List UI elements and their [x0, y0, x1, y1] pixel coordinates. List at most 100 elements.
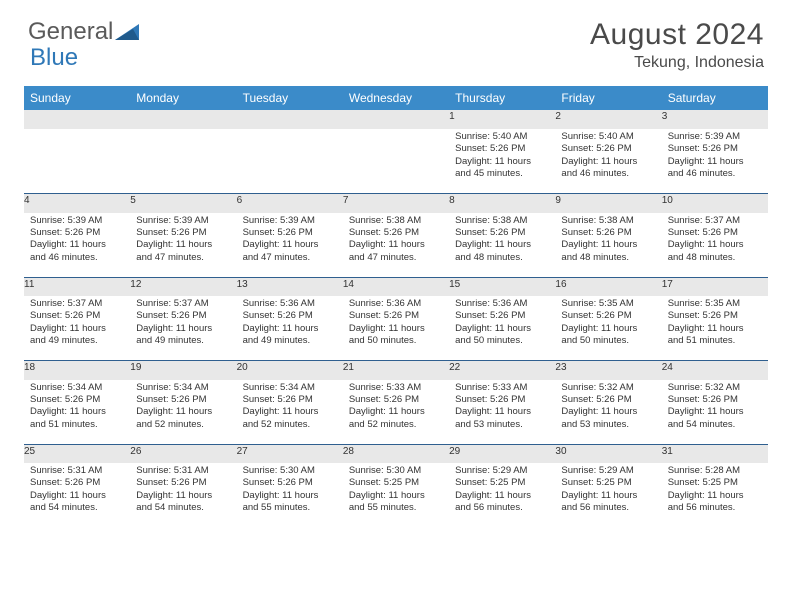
- day-info: Sunrise: 5:37 AMSunset: 5:26 PMDaylight:…: [24, 296, 130, 360]
- sunrise-text: Sunrise: 5:39 AM: [668, 131, 762, 143]
- logo-text-general: General: [28, 18, 113, 46]
- sunset-text: Sunset: 5:26 PM: [349, 310, 443, 322]
- weekday-header: Thursday: [449, 86, 555, 110]
- day-info: Sunrise: 5:34 AMSunset: 5:26 PMDaylight:…: [24, 380, 130, 444]
- sunset-text: Sunset: 5:25 PM: [668, 477, 762, 489]
- daylight-text: Daylight: 11 hours and 49 minutes.: [136, 323, 230, 348]
- day-number: 25: [24, 444, 130, 463]
- daylight-text: Daylight: 11 hours and 55 minutes.: [243, 490, 337, 515]
- sunrise-text: Sunrise: 5:30 AM: [243, 465, 337, 477]
- sunset-text: Sunset: 5:26 PM: [136, 227, 230, 239]
- sunset-text: Sunset: 5:26 PM: [349, 227, 443, 239]
- daylight-text: Daylight: 11 hours and 52 minutes.: [349, 406, 443, 431]
- day-number: 5: [130, 194, 236, 213]
- day-number: 8: [449, 194, 555, 213]
- day-info: Sunrise: 5:39 AMSunset: 5:26 PMDaylight:…: [130, 213, 236, 277]
- calendar-week-info-row: Sunrise: 5:34 AMSunset: 5:26 PMDaylight:…: [24, 380, 768, 445]
- weekday-header: Wednesday: [343, 86, 449, 110]
- sunrise-text: Sunrise: 5:40 AM: [561, 131, 655, 143]
- weekday-header: Friday: [555, 86, 661, 110]
- sunset-text: Sunset: 5:26 PM: [561, 227, 655, 239]
- sunrise-text: Sunrise: 5:31 AM: [136, 465, 230, 477]
- day-info: Sunrise: 5:35 AMSunset: 5:26 PMDaylight:…: [662, 296, 768, 360]
- sunrise-text: Sunrise: 5:31 AM: [30, 465, 124, 477]
- day-info: Sunrise: 5:39 AMSunset: 5:26 PMDaylight:…: [24, 213, 130, 277]
- daylight-text: Daylight: 11 hours and 46 minutes.: [668, 156, 762, 181]
- sunset-text: Sunset: 5:26 PM: [349, 394, 443, 406]
- weekday-header: Monday: [130, 86, 236, 110]
- day-info: Sunrise: 5:30 AMSunset: 5:26 PMDaylight:…: [237, 463, 343, 527]
- sunrise-text: Sunrise: 5:36 AM: [455, 298, 549, 310]
- calendar-week-daynum-row: 11121314151617: [24, 277, 768, 296]
- daylight-text: Daylight: 11 hours and 46 minutes.: [561, 156, 655, 181]
- day-info: Sunrise: 5:31 AMSunset: 5:26 PMDaylight:…: [24, 463, 130, 527]
- daylight-text: Daylight: 11 hours and 53 minutes.: [561, 406, 655, 431]
- sunset-text: Sunset: 5:26 PM: [455, 227, 549, 239]
- sunset-text: Sunset: 5:26 PM: [136, 477, 230, 489]
- day-number: 22: [449, 361, 555, 380]
- sunrise-text: Sunrise: 5:33 AM: [349, 382, 443, 394]
- empty-day: [130, 110, 236, 129]
- weekday-header: Saturday: [662, 86, 768, 110]
- daylight-text: Daylight: 11 hours and 54 minutes.: [30, 490, 124, 515]
- daylight-text: Daylight: 11 hours and 49 minutes.: [30, 323, 124, 348]
- day-number: 7: [343, 194, 449, 213]
- logo-text-blue: Blue: [30, 44, 78, 72]
- sunrise-text: Sunrise: 5:28 AM: [668, 465, 762, 477]
- calendar-week-daynum-row: 25262728293031: [24, 444, 768, 463]
- day-number: 27: [237, 444, 343, 463]
- daylight-text: Daylight: 11 hours and 50 minutes.: [561, 323, 655, 348]
- day-info: Sunrise: 5:36 AMSunset: 5:26 PMDaylight:…: [343, 296, 449, 360]
- sunrise-text: Sunrise: 5:38 AM: [455, 215, 549, 227]
- day-info: Sunrise: 5:33 AMSunset: 5:26 PMDaylight:…: [343, 380, 449, 444]
- day-info: Sunrise: 5:33 AMSunset: 5:26 PMDaylight:…: [449, 380, 555, 444]
- empty-day: [343, 110, 449, 129]
- day-number: 6: [237, 194, 343, 213]
- daylight-text: Daylight: 11 hours and 52 minutes.: [136, 406, 230, 431]
- daylight-text: Daylight: 11 hours and 46 minutes.: [30, 239, 124, 264]
- empty-day: [237, 110, 343, 129]
- day-info: Sunrise: 5:32 AMSunset: 5:26 PMDaylight:…: [662, 380, 768, 444]
- day-info: Sunrise: 5:36 AMSunset: 5:26 PMDaylight:…: [237, 296, 343, 360]
- day-info: Sunrise: 5:39 AMSunset: 5:26 PMDaylight:…: [662, 129, 768, 193]
- day-number: 18: [24, 361, 130, 380]
- empty-day: [24, 110, 130, 129]
- daylight-text: Daylight: 11 hours and 51 minutes.: [30, 406, 124, 431]
- daylight-text: Daylight: 11 hours and 55 minutes.: [349, 490, 443, 515]
- daylight-text: Daylight: 11 hours and 45 minutes.: [455, 156, 549, 181]
- sunrise-text: Sunrise: 5:39 AM: [30, 215, 124, 227]
- sunrise-text: Sunrise: 5:40 AM: [455, 131, 549, 143]
- day-number: 11: [24, 277, 130, 296]
- day-info: Sunrise: 5:38 AMSunset: 5:26 PMDaylight:…: [343, 213, 449, 277]
- day-number: 28: [343, 444, 449, 463]
- calendar-week-info-row: Sunrise: 5:31 AMSunset: 5:26 PMDaylight:…: [24, 463, 768, 527]
- sunset-text: Sunset: 5:26 PM: [455, 310, 549, 322]
- day-info: Sunrise: 5:40 AMSunset: 5:26 PMDaylight:…: [555, 129, 661, 193]
- day-number: 16: [555, 277, 661, 296]
- daylight-text: Daylight: 11 hours and 56 minutes.: [561, 490, 655, 515]
- day-info: Sunrise: 5:37 AMSunset: 5:26 PMDaylight:…: [130, 296, 236, 360]
- header: General August 2024 Tekung, Indonesia: [0, 0, 792, 80]
- day-number: 14: [343, 277, 449, 296]
- page-title: August 2024: [590, 18, 764, 52]
- daylight-text: Daylight: 11 hours and 54 minutes.: [668, 406, 762, 431]
- sunset-text: Sunset: 5:26 PM: [668, 394, 762, 406]
- sunrise-text: Sunrise: 5:38 AM: [349, 215, 443, 227]
- sunrise-text: Sunrise: 5:37 AM: [668, 215, 762, 227]
- daylight-text: Daylight: 11 hours and 53 minutes.: [455, 406, 549, 431]
- sunset-text: Sunset: 5:26 PM: [136, 394, 230, 406]
- day-info: [130, 129, 236, 193]
- day-info: Sunrise: 5:28 AMSunset: 5:25 PMDaylight:…: [662, 463, 768, 527]
- sunrise-text: Sunrise: 5:37 AM: [30, 298, 124, 310]
- day-number: 12: [130, 277, 236, 296]
- daylight-text: Daylight: 11 hours and 52 minutes.: [243, 406, 337, 431]
- logo: General: [28, 18, 141, 46]
- day-number: 1: [449, 110, 555, 129]
- sunset-text: Sunset: 5:26 PM: [243, 477, 337, 489]
- day-number: 13: [237, 277, 343, 296]
- daylight-text: Daylight: 11 hours and 50 minutes.: [349, 323, 443, 348]
- day-number: 24: [662, 361, 768, 380]
- day-number: 20: [237, 361, 343, 380]
- sunrise-text: Sunrise: 5:32 AM: [668, 382, 762, 394]
- weekday-header: Tuesday: [237, 86, 343, 110]
